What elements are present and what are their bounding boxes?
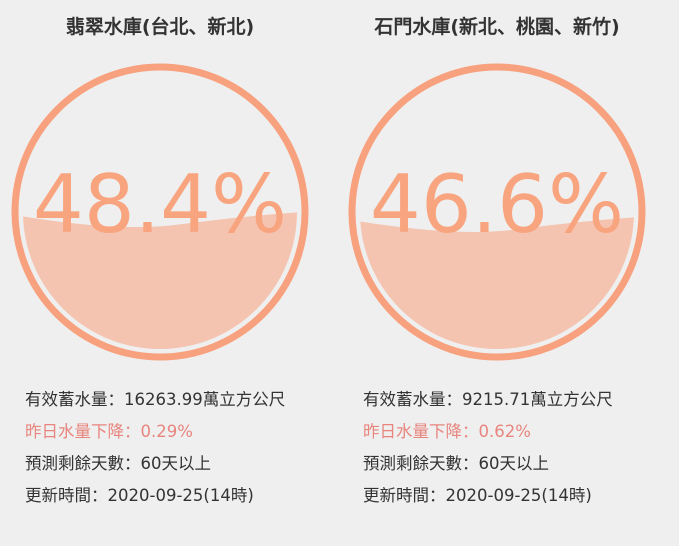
gauge-ring bbox=[348, 63, 646, 361]
info: 有效蓄水量：9215.71萬立方公尺 昨日水量下降：0.62% 預測剩餘天數：6… bbox=[363, 384, 663, 512]
days: 預測剩餘天數：60天以上 bbox=[25, 454, 211, 473]
gauge: 46.6% bbox=[348, 63, 646, 361]
updated: 更新時間：2020-09-25(14時) bbox=[25, 486, 254, 505]
water-fill bbox=[23, 212, 297, 349]
reservoir-card: 翡翠水庫(台北、新北) 48.4% 有效蓄水量：16263.99萬立方公尺 昨日… bbox=[0, 0, 330, 546]
level-label: 48.4% bbox=[33, 158, 287, 251]
level-label: 46.6% bbox=[370, 158, 624, 251]
storage: 有效蓄水量：16263.99萬立方公尺 bbox=[25, 390, 286, 409]
reservoir-name: 石門水庫(新北、桃園、新竹) bbox=[374, 16, 620, 38]
updated: 更新時間：2020-09-25(14時) bbox=[363, 486, 592, 505]
change: 昨日水量下降：0.29% bbox=[25, 422, 193, 441]
gauge: 48.4% bbox=[11, 63, 309, 361]
reservoir-name: 翡翠水庫(台北、新北) bbox=[65, 16, 255, 38]
reservoir-card: 石門水庫(新北、桃園、新竹) 46.6% 有效蓄水量：9215.71萬立方公尺 … bbox=[337, 0, 667, 546]
days: 預測剩餘天數：60天以上 bbox=[363, 454, 549, 473]
storage: 有效蓄水量：9215.71萬立方公尺 bbox=[363, 390, 613, 409]
info: 有效蓄水量：16263.99萬立方公尺 昨日水量下降：0.29% 預測剩餘天數：… bbox=[25, 384, 325, 512]
water-fill bbox=[360, 217, 634, 349]
change: 昨日水量下降：0.62% bbox=[363, 422, 531, 441]
gauge-ring bbox=[11, 63, 309, 361]
